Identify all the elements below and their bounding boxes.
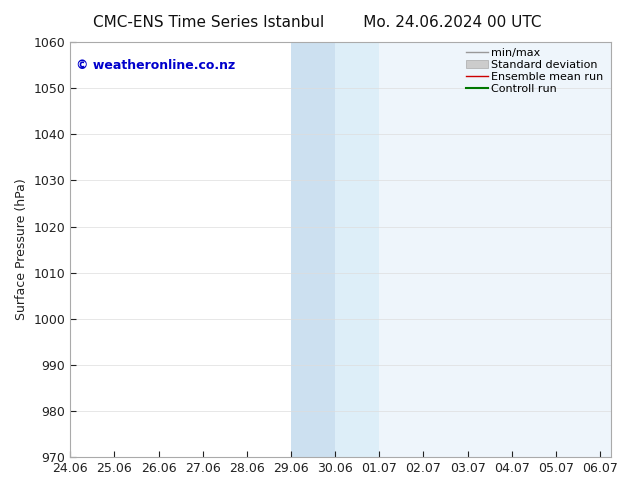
Y-axis label: Surface Pressure (hPa): Surface Pressure (hPa) — [15, 179, 28, 320]
Text: © weatheronline.co.nz: © weatheronline.co.nz — [75, 59, 235, 72]
Legend: min/max, Standard deviation, Ensemble mean run, Controll run: min/max, Standard deviation, Ensemble me… — [465, 48, 605, 94]
Bar — [291, 42, 335, 457]
Bar — [335, 42, 379, 457]
Text: CMC-ENS Time Series Istanbul        Mo. 24.06.2024 00 UTC: CMC-ENS Time Series Istanbul Mo. 24.06.2… — [93, 15, 541, 30]
Bar — [379, 42, 611, 457]
